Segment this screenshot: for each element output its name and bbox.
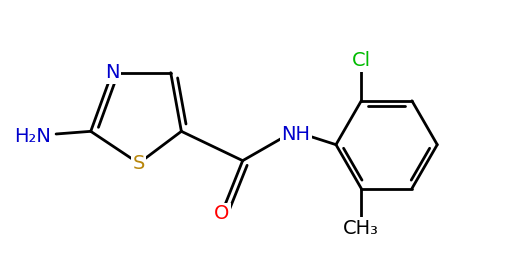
Text: H₂N: H₂N (14, 127, 51, 146)
Text: S: S (133, 154, 145, 173)
Text: CH₃: CH₃ (344, 219, 379, 238)
Text: Cl: Cl (352, 51, 371, 70)
Text: N: N (105, 63, 119, 82)
Text: NH: NH (282, 125, 310, 143)
Text: O: O (214, 204, 229, 224)
